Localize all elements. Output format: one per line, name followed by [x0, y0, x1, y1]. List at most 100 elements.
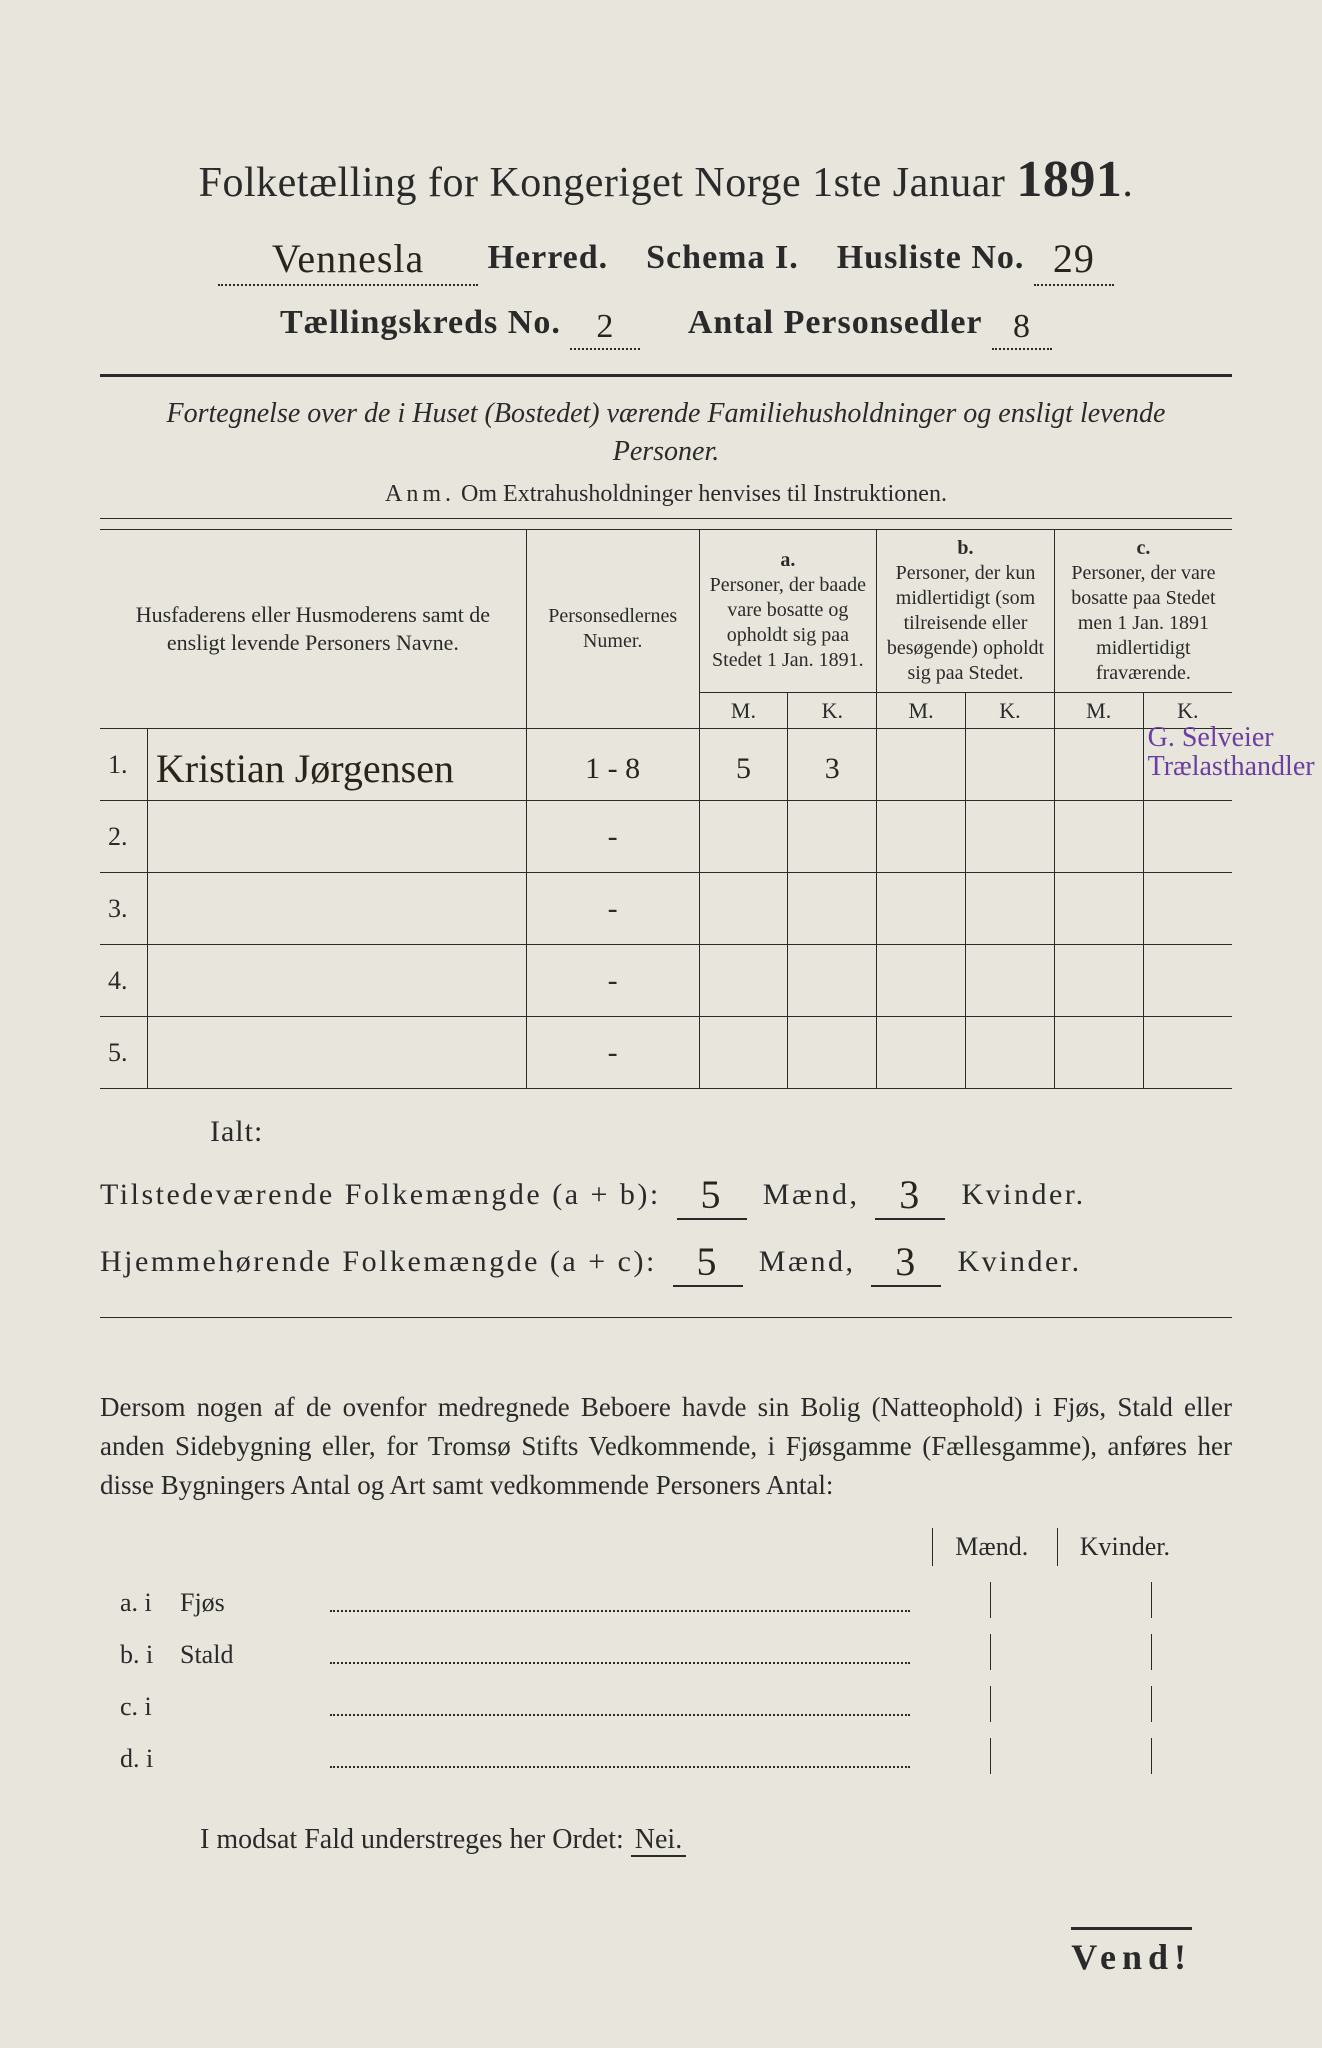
- main-title: Folketælling for Kongeriget Norge 1ste J…: [100, 150, 1232, 209]
- totals-block: Ialt: Tilstedeværende Folkemængde (a + b…: [100, 1115, 1232, 1283]
- mk-cell: M.: [1054, 692, 1143, 729]
- row-name: [147, 1017, 526, 1089]
- maend-label: Mænd,: [759, 1245, 856, 1278]
- mk-cell: M.: [699, 692, 788, 729]
- mk-cell: M.: [877, 692, 966, 729]
- header-block: Folketælling for Kongeriget Norge 1ste J…: [100, 150, 1232, 346]
- divider-thin: [100, 518, 1232, 519]
- cell: [788, 873, 877, 945]
- dots: [330, 1766, 910, 1768]
- kreds-label: Tællingskreds No.: [280, 304, 561, 341]
- sum-line-ab: Tilstedeværende Folkemængde (a + b): 5 M…: [100, 1167, 1232, 1216]
- lodging-lab: d. i: [100, 1744, 180, 1774]
- col-name-text: Husfaderens eller Husmoderens samt de en…: [136, 602, 490, 655]
- lodging-cat: Fjøs: [180, 1588, 330, 1618]
- sep: [990, 1686, 991, 1722]
- sum-ab-k: 3: [875, 1171, 945, 1220]
- table-row: 4. -: [100, 945, 1232, 1017]
- anm-line: Anm. Om Extrahusholdninger henvises til …: [100, 481, 1232, 508]
- dots: [330, 1610, 910, 1612]
- cell: [699, 1017, 788, 1089]
- vend-label: Vend!: [1071, 1927, 1192, 1978]
- personsedler-label: Antal Personsedler: [688, 304, 983, 341]
- sep: [990, 1582, 991, 1618]
- census-form-page: Folketælling for Kongeriget Norge 1ste J…: [0, 0, 1322, 2048]
- sum-ab-label: Tilstedeværende Folkemængde (a + b):: [100, 1178, 661, 1211]
- sep: [990, 1634, 991, 1670]
- sep: [990, 1738, 991, 1774]
- lodging-paragraph: Dersom nogen af de ovenfor medregnede Be…: [100, 1388, 1232, 1505]
- sep: [1151, 1738, 1152, 1774]
- lodging-lab: a. i: [100, 1588, 180, 1618]
- row-name: [147, 873, 526, 945]
- cell: [699, 945, 788, 1017]
- col-a-tag: a.: [780, 549, 795, 571]
- mk-cell: K.: [965, 692, 1054, 729]
- divider-thin: [100, 1317, 1232, 1318]
- household-table: Husfaderens eller Husmoderens samt de en…: [100, 529, 1232, 1090]
- cell-aM: 5: [699, 733, 788, 805]
- ialt-label: Ialt:: [210, 1115, 1232, 1149]
- col-c-head: c. Personer, der vare bosatte paa Stedet…: [1054, 529, 1232, 692]
- cell: [1143, 873, 1232, 945]
- row-num-range: -: [526, 873, 699, 945]
- col-b-head: b. Personer, der kun midlertidigt (som t…: [877, 529, 1055, 692]
- name-handwriting: Kristian Jørgensen: [156, 746, 454, 791]
- husliste-label: Husliste No.: [837, 239, 1025, 276]
- cell: [1143, 801, 1232, 873]
- kvinder-label: Kvinder.: [961, 1178, 1085, 1211]
- row-name: [147, 801, 526, 873]
- sum-line-ac: Hjemmehørende Folkemængde (a + c): 5 Mæn…: [100, 1234, 1232, 1283]
- lodging-lab: b. i: [100, 1640, 180, 1670]
- col-a-head: a. Personer, der baade vare bosatte og o…: [699, 529, 877, 692]
- dots: [330, 1714, 910, 1716]
- row-name: [147, 945, 526, 1017]
- cell: [1143, 945, 1232, 1017]
- herred-value: Vennesla: [218, 235, 478, 286]
- cell: [788, 1017, 877, 1089]
- title-text: Folketælling for Kongeriget Norge 1ste J…: [199, 160, 1006, 206]
- cell: [699, 801, 788, 873]
- table-row: 1. Kristian Jørgensen 1 - 8 5 3 G. Selve…: [100, 729, 1232, 801]
- col-b-tag: b.: [957, 537, 973, 559]
- lodging-row: d. i: [100, 1738, 1232, 1774]
- sum-ac-m: 5: [673, 1238, 743, 1287]
- table-row: 3. -: [100, 873, 1232, 945]
- cell: [877, 1017, 966, 1089]
- lodging-row: c. i: [100, 1686, 1232, 1722]
- col-b-text: Personer, der kun midlertidigt (som tilr…: [887, 562, 1044, 684]
- cell: [788, 945, 877, 1017]
- kreds-no: 2: [570, 308, 640, 350]
- kreds-line: Tællingskreds No. 2 Antal Personsedler 8: [100, 304, 1232, 346]
- sum-ac-label: Hjemmehørende Folkemængde (a + c):: [100, 1245, 657, 1278]
- row-num-range: 1 - 8: [526, 733, 699, 805]
- cell-cK: G. Selveier Trælasthandler: [1143, 729, 1232, 801]
- sep: [1151, 1634, 1152, 1670]
- cell: [699, 873, 788, 945]
- row-num: 2.: [100, 801, 147, 873]
- lodging-block: Mænd. Kvinder. a. i Fjøs b. i Stald c. i…: [100, 1528, 1232, 1774]
- herred-label: Herred.: [488, 239, 609, 276]
- dots: [330, 1662, 910, 1664]
- cell: [1054, 1017, 1143, 1089]
- nei-line: I modsat Fald understreges her Ordet: Ne…: [200, 1824, 1232, 1856]
- cell: [877, 801, 966, 873]
- head-kvinder: Kvinder.: [1057, 1528, 1192, 1566]
- lodging-row: a. i Fjøs: [100, 1582, 1232, 1618]
- col-num-head: Personsedlernes Numer.: [526, 529, 699, 729]
- anm-label: Anm.: [385, 481, 455, 507]
- cell: [965, 945, 1054, 1017]
- col-a-text: Personer, der baade vare bosatte og opho…: [710, 574, 866, 671]
- row-num-range: -: [526, 1017, 699, 1089]
- table-body: 1. Kristian Jørgensen 1 - 8 5 3 G. Selve…: [100, 729, 1232, 1089]
- lodging-cat: Stald: [180, 1640, 330, 1670]
- cell: [965, 1017, 1054, 1089]
- title-year: 1891: [1016, 151, 1122, 208]
- row-name: Kristian Jørgensen: [147, 729, 526, 801]
- husliste-no: 29: [1034, 235, 1114, 286]
- herred-line: Vennesla Herred. Schema I. Husliste No. …: [100, 231, 1232, 282]
- lodging-head: Mænd. Kvinder.: [100, 1528, 1232, 1566]
- row-num: 5.: [100, 1017, 147, 1089]
- lodging-lab: c. i: [100, 1692, 180, 1722]
- cell-bM: [877, 729, 966, 801]
